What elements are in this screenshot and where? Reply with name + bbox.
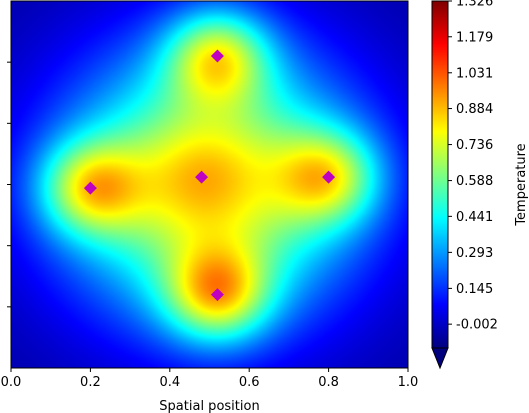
source-marker bbox=[83, 181, 97, 195]
y-axis-ticks bbox=[7, 61, 11, 308]
x-tick-label: 0.4 bbox=[159, 375, 180, 390]
heatmap-image bbox=[11, 1, 408, 368]
x-tick-label: 0.8 bbox=[318, 375, 339, 390]
x-axis-label: Spatial position bbox=[159, 399, 259, 413]
source-marker bbox=[210, 49, 224, 63]
colorbar-tick-label: 1.031 bbox=[456, 66, 493, 81]
colorbar-tick-label: 0.736 bbox=[456, 138, 493, 153]
colorbar-tick-label: 0.884 bbox=[456, 102, 493, 117]
colorbar-frame bbox=[431, 0, 449, 349]
source-markers bbox=[83, 49, 336, 302]
x-tick-label: 0.0 bbox=[1, 375, 22, 390]
colorbar-tick-label: 0.293 bbox=[456, 246, 493, 261]
source-marker bbox=[322, 170, 336, 184]
colorbar-tick-label: 0.588 bbox=[456, 174, 493, 189]
x-tick-label: 0.6 bbox=[239, 375, 260, 390]
source-marker bbox=[210, 288, 224, 302]
colorbar: -0.002 0.145 0.293 0.441 0.588 0.736 0.884 1.03… bbox=[431, 0, 529, 370]
heatmap-plot: 0.0 0.2 0.4 0.6 0.8 1.0 Spatial position bbox=[1, 0, 419, 413]
x-tick-label: 0.2 bbox=[80, 375, 101, 390]
colorbar-tick-label: 1.326 bbox=[456, 0, 493, 10]
colorbar-gradient bbox=[432, 1, 448, 348]
colorbar-tick-label: 1.179 bbox=[456, 30, 493, 45]
x-axis-ticks: 0.0 0.2 0.4 0.6 0.8 1.0 bbox=[1, 368, 419, 390]
colorbar-extend-triangle bbox=[431, 347, 449, 370]
colorbar-tick-label: -0.002 bbox=[456, 318, 498, 333]
colorbar-tick-label: 0.441 bbox=[456, 210, 493, 225]
colorbar-ticks: -0.002 0.145 0.293 0.441 0.588 0.736 0.884 1.03… bbox=[448, 0, 498, 333]
x-tick-label: 1.0 bbox=[398, 375, 419, 390]
colorbar-tick-label: 0.145 bbox=[456, 282, 493, 297]
source-marker bbox=[195, 170, 209, 184]
colorbar-label: Temperature bbox=[514, 143, 529, 226]
